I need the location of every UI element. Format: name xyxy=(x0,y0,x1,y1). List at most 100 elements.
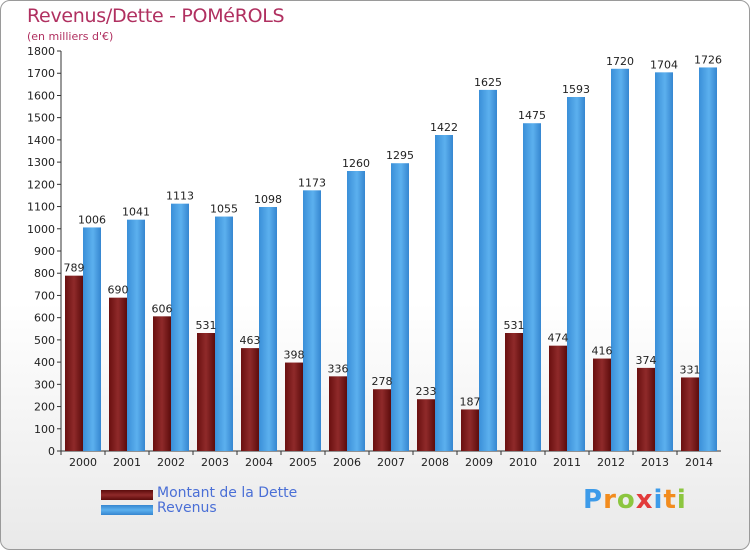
x-tick-label: 2006 xyxy=(333,456,361,469)
y-tick-label: 400 xyxy=(34,356,55,369)
logo-letter: x xyxy=(635,485,654,515)
x-tick-label: 2005 xyxy=(289,456,317,469)
bar-debt xyxy=(109,297,127,451)
bar-revenus xyxy=(391,163,409,451)
x-tick-label: 2001 xyxy=(113,456,141,469)
y-tick-label: 1400 xyxy=(27,134,55,147)
bar-revenus xyxy=(171,203,189,451)
bar-debt xyxy=(593,358,611,451)
bar-debt xyxy=(329,376,347,451)
y-tick-label: 700 xyxy=(34,289,55,302)
y-tick-label: 1600 xyxy=(27,89,55,102)
chart-title: Revenus/Dette - POMéROLS xyxy=(27,5,285,27)
data-label-debt: 463 xyxy=(240,334,261,347)
bar-debt xyxy=(285,362,303,451)
bar-revenus xyxy=(567,97,585,451)
logo-letter: o xyxy=(616,485,636,515)
y-tick-label: 1700 xyxy=(27,67,55,80)
bar-debt xyxy=(65,275,83,451)
bar-revenus xyxy=(259,207,277,451)
bar-debt xyxy=(461,409,479,451)
data-label-revenus: 1704 xyxy=(650,58,678,71)
data-label-debt: 416 xyxy=(592,345,613,358)
bar-revenus xyxy=(699,67,717,451)
x-tick-label: 2004 xyxy=(245,456,273,469)
legend-swatch-debt xyxy=(101,490,153,500)
bar-revenus xyxy=(435,135,453,451)
x-tick-label: 2012 xyxy=(597,456,625,469)
y-tick-label: 1200 xyxy=(27,178,55,191)
bar-debt xyxy=(681,377,699,451)
logo-letter: i xyxy=(676,485,687,515)
data-label-debt: 374 xyxy=(636,354,657,367)
data-label-revenus: 1720 xyxy=(606,55,634,68)
bar-revenus xyxy=(479,89,497,451)
y-tick-label: 500 xyxy=(34,334,55,347)
data-label-debt: 187 xyxy=(460,395,481,408)
bar-revenus xyxy=(303,190,321,452)
logo-letter: t xyxy=(663,485,677,515)
x-tick-label: 2008 xyxy=(421,456,449,469)
data-label-revenus: 1625 xyxy=(474,76,502,89)
x-tick-label: 2013 xyxy=(641,456,669,469)
y-tick-label: 1100 xyxy=(27,201,55,214)
y-tick-label: 1300 xyxy=(27,156,55,169)
data-label-revenus: 1173 xyxy=(298,176,326,189)
logo-letter: P xyxy=(583,485,604,515)
bar-revenus xyxy=(347,171,365,451)
logo-letter: r xyxy=(603,485,617,515)
x-tick-label: 2000 xyxy=(69,456,97,469)
y-tick-label: 100 xyxy=(34,423,55,436)
data-label-debt: 690 xyxy=(108,284,129,297)
x-tick-label: 2011 xyxy=(553,456,581,469)
bar-debt xyxy=(549,345,567,451)
y-tick-label: 600 xyxy=(34,312,55,325)
x-tick-label: 2014 xyxy=(685,456,713,469)
data-label-revenus: 1113 xyxy=(166,190,194,203)
x-tick-label: 2010 xyxy=(509,456,537,469)
data-label-debt: 531 xyxy=(504,319,525,332)
data-label-revenus: 1475 xyxy=(518,109,546,122)
data-label-debt: 398 xyxy=(284,349,305,362)
data-label-revenus: 1041 xyxy=(122,206,150,219)
data-label-revenus: 1006 xyxy=(78,213,106,226)
logo-letter: i xyxy=(653,485,664,515)
x-tick-label: 2009 xyxy=(465,456,493,469)
y-tick-label: 800 xyxy=(34,267,55,280)
bar-debt xyxy=(153,316,171,451)
data-label-revenus: 1422 xyxy=(430,121,458,134)
y-tick-label: 1500 xyxy=(27,112,55,125)
proxiti-logo: Proxiti xyxy=(583,485,687,515)
y-tick-label: 0 xyxy=(48,445,55,458)
data-label-debt: 531 xyxy=(196,319,217,332)
data-label-debt: 331 xyxy=(680,363,701,376)
y-tick-label: 200 xyxy=(34,401,55,414)
data-label-revenus: 1295 xyxy=(386,149,414,162)
bar-revenus xyxy=(523,123,541,451)
data-label-debt: 336 xyxy=(328,362,349,375)
bar-debt xyxy=(197,333,215,451)
y-tick-label: 1000 xyxy=(27,223,55,236)
bar-debt xyxy=(373,389,391,451)
legend-swatch-revenus xyxy=(101,505,153,515)
bar-debt xyxy=(505,333,523,451)
y-tick-label: 300 xyxy=(34,378,55,391)
y-tick-label: 900 xyxy=(34,245,55,258)
y-tick-label: 1800 xyxy=(27,45,55,58)
x-tick-label: 2003 xyxy=(201,456,229,469)
data-label-revenus: 1098 xyxy=(254,193,282,206)
bar-revenus xyxy=(611,68,629,452)
data-label-revenus: 1055 xyxy=(210,203,238,216)
bar-debt xyxy=(637,367,655,451)
data-label-debt: 278 xyxy=(372,375,393,388)
data-label-revenus: 1260 xyxy=(342,157,370,170)
data-label-revenus: 1593 xyxy=(562,83,590,96)
data-label-revenus: 1726 xyxy=(694,53,722,66)
x-tick-label: 2002 xyxy=(157,456,185,469)
bar-debt xyxy=(417,399,435,451)
legend-label-debt: Montant de la Dette xyxy=(157,485,298,501)
chart-subtitle: (en milliers d'€) xyxy=(27,30,114,43)
bar-revenus xyxy=(127,219,145,451)
